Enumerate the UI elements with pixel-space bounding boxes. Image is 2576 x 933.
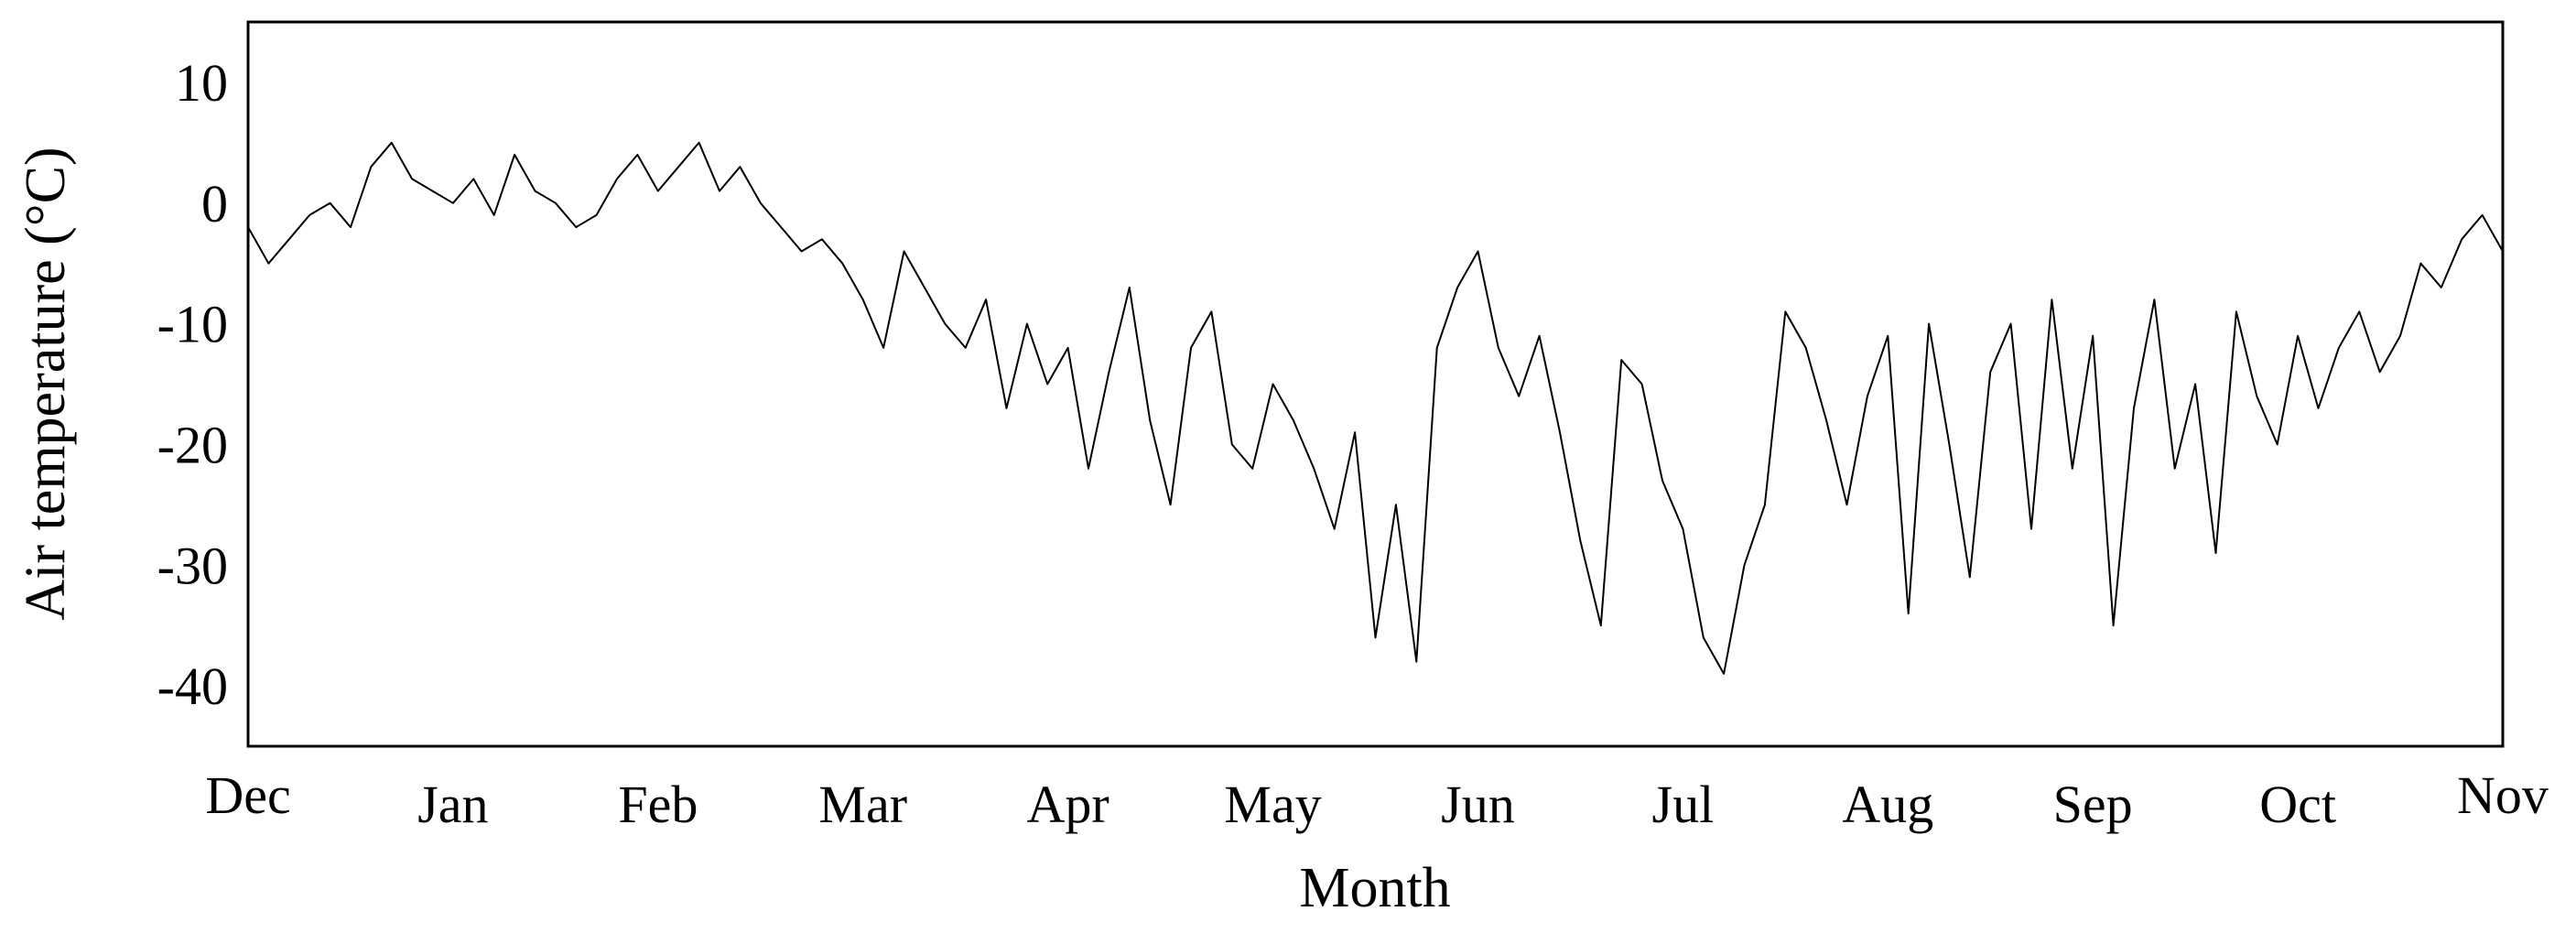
x-tick-label: Jul (1652, 775, 1715, 834)
y-tick-label: -10 (157, 295, 228, 354)
temperature-series-line (247, 141, 2504, 675)
x-tick-label: Mar (818, 775, 907, 834)
x-tick-label: Apr (1027, 775, 1109, 834)
x-tick-label: Jan (417, 775, 488, 834)
series-layer (247, 141, 2504, 675)
x-tick-label: Feb (618, 775, 698, 834)
x-tick-label: Sep (2053, 775, 2133, 834)
x-tick-label: Jun (1441, 775, 1515, 834)
plot-frame (246, 20, 2505, 748)
x-tick-label: May (1224, 775, 1321, 834)
y-axis: 10 0 -10 -20 -30 -40 (157, 53, 228, 716)
y-tick-label: -20 (157, 415, 228, 474)
y-tick-label: 10 (175, 53, 228, 113)
x-tick-label: Aug (1842, 775, 1933, 834)
x-tick-label: Dec (205, 765, 290, 825)
x-tick-label: Nov (2457, 765, 2549, 825)
x-axis-title: Month (1299, 857, 1450, 919)
y-tick-label: 0 (201, 174, 228, 233)
y-axis-title: Air temperature (°C) (15, 146, 77, 620)
x-tick-label: Oct (2259, 775, 2336, 834)
x-axis: Dec Jan Feb Mar Apr May Jun Jul Aug Sep Oct Nov (205, 765, 2549, 834)
y-tick-label: -30 (157, 536, 228, 595)
y-tick-label: -40 (157, 656, 228, 716)
